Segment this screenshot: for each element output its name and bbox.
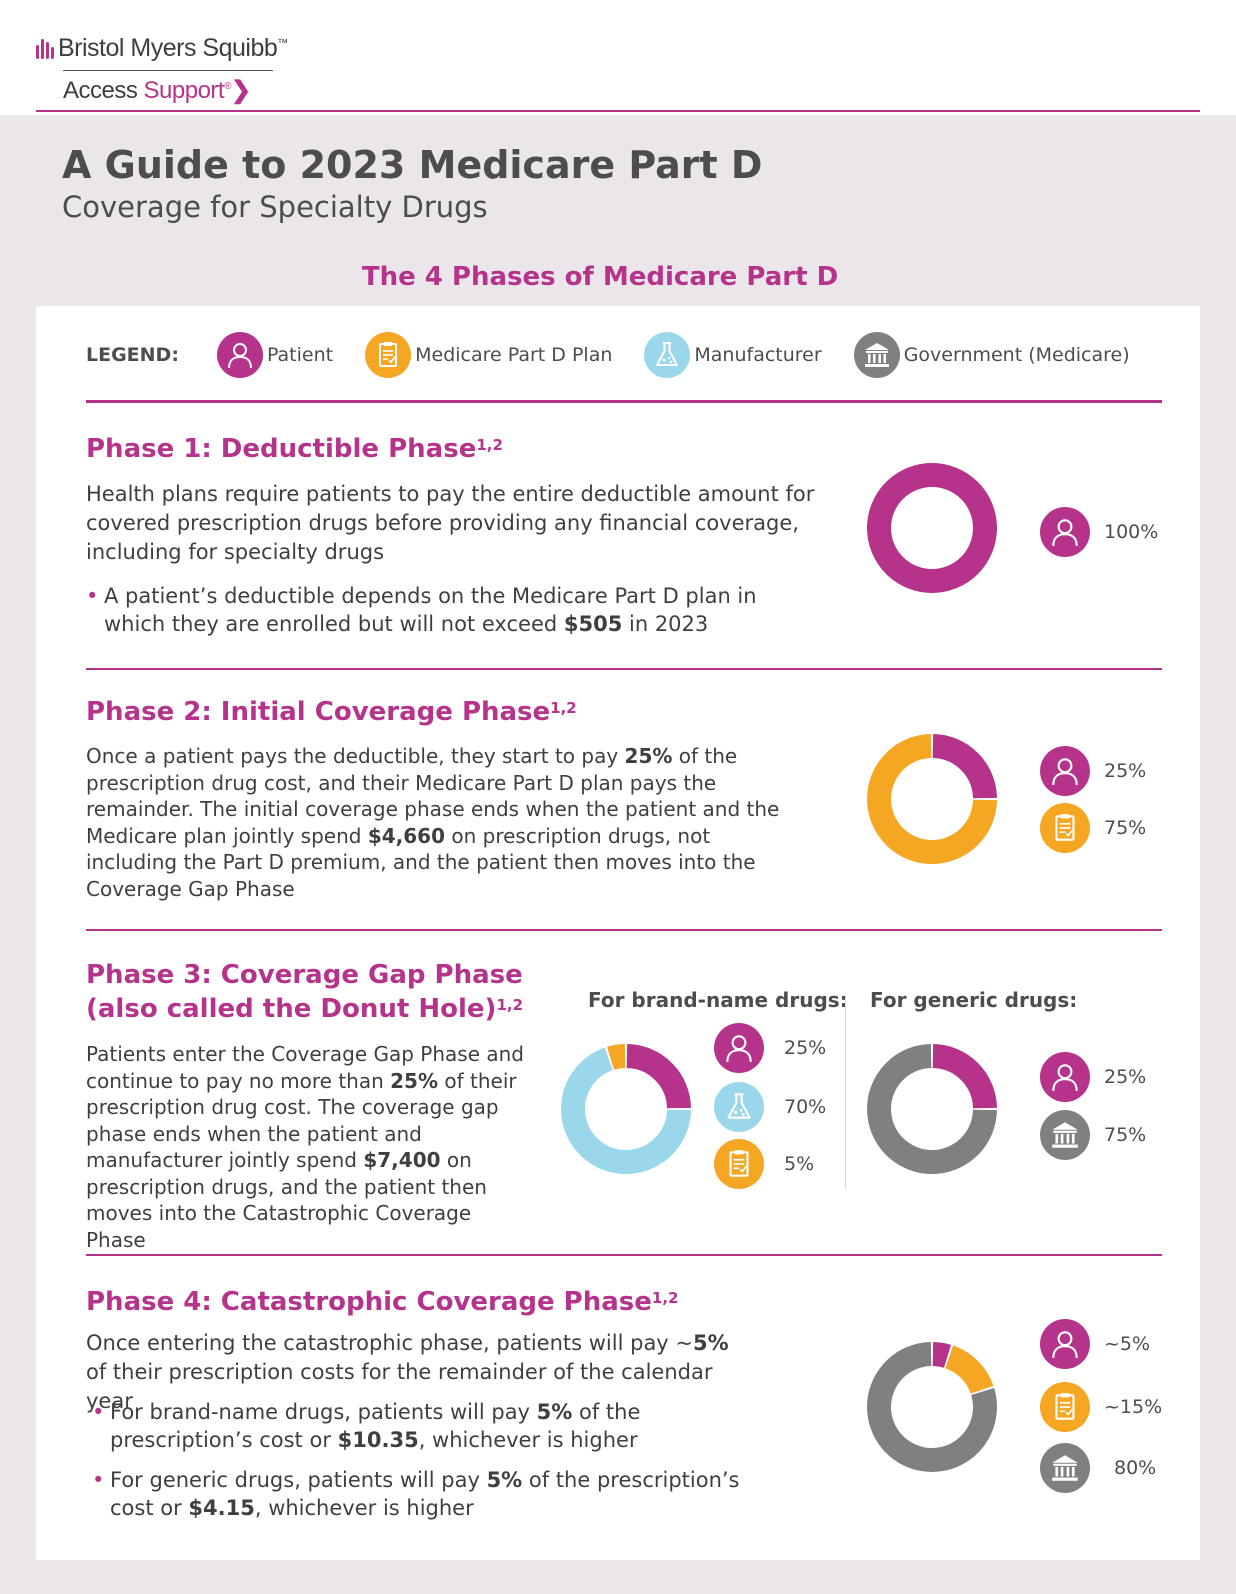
legend-item-label: Medicare Part D Plan [415, 344, 613, 366]
share-label: 80% [1114, 1457, 1157, 1479]
phase-3-brand-donut-chart [561, 1044, 691, 1174]
donut-slice-plan [607, 1044, 626, 1070]
phase-2-body: Once a patient pays the deductible, they… [86, 744, 780, 901]
share-label: 25% [784, 1037, 827, 1059]
plan-document-icon [1040, 1382, 1090, 1432]
phase-1-bullet: • A patient’s deductible depends on the M… [86, 584, 757, 636]
government-building-icon [1040, 1443, 1090, 1493]
legend-item-label: Government (Medicare) [903, 344, 1130, 366]
phase-1-title: Phase 1: Deductible Phase1,2 [86, 434, 503, 464]
legend-item-label: Patient [266, 344, 334, 366]
share-label: 25% [1104, 760, 1147, 782]
page-title: A Guide to 2023 Medicare Part D [62, 143, 763, 187]
phase-4-body: Once entering the catastrophic phase, pa… [86, 1331, 729, 1413]
brand-name: Bristol Myers Squibb™ [58, 34, 288, 62]
section-divider [86, 668, 1162, 670]
phase-4-bullet-brand: • For brand-name drugs, patients will pay… [92, 1400, 641, 1452]
flask-icon [644, 332, 691, 378]
brand-logo: Bristol Myers Squibb™ [36, 34, 288, 63]
legend-item-manufacturer: Manufacturer [644, 332, 822, 378]
patient-icon [1040, 1052, 1090, 1102]
donut-slice-government [867, 1342, 997, 1472]
share-label: 70% [784, 1096, 827, 1118]
patient-icon [216, 332, 263, 378]
plan-document-icon [714, 1139, 764, 1189]
section-title: The 4 Phases of Medicare Part D [361, 262, 839, 292]
phase-4-title: Phase 4: Catastrophic Coverage Phase1,2 [86, 1287, 679, 1317]
donut-slice-patient [932, 1044, 997, 1109]
legend-label: LEGEND: [86, 344, 179, 366]
phase-3-generic-donut-chart [867, 1044, 997, 1174]
phase-2-share-patient: 25% [1040, 746, 1146, 796]
phase-4-share-plan: ~15% [1040, 1382, 1162, 1432]
column-divider [845, 995, 846, 1190]
phase-3-brand-share-manufacturer: 70% [714, 1082, 826, 1132]
phase-1-donut-chart [867, 463, 997, 593]
phase-2-share-plan: 75% [1040, 803, 1146, 853]
donut-slice-patient [932, 1342, 951, 1368]
phase-4-share-patient: ~5% [1040, 1319, 1150, 1369]
legend-item-plan: Medicare Part D Plan [365, 332, 612, 378]
phase-1-body: Health plans require patients to pay the… [86, 482, 815, 564]
share-label: ~5% [1104, 1333, 1151, 1355]
header-divider [36, 110, 1200, 112]
chevron-right-icon: ❯ [230, 77, 251, 104]
patient-icon [1040, 746, 1090, 796]
patient-icon [1040, 507, 1090, 557]
phase-4-bullet-generic: • For generic drugs, patients will pay 5%… [92, 1468, 740, 1520]
plan-document-icon [1040, 803, 1090, 853]
share-label: ~15% [1104, 1396, 1163, 1418]
legend: LEGEND: Patient Medicare Part D Plan Man… [86, 330, 1162, 380]
section-divider [86, 400, 1162, 403]
legend-item-government: Government (Medicare) [853, 332, 1130, 378]
phase-4-share-government: 80% [1040, 1443, 1156, 1493]
donut-slice-patient [867, 463, 997, 593]
access-support-logo: Access Support®❯ [63, 77, 251, 104]
flask-icon [714, 1082, 764, 1132]
donut-slice-plan [867, 734, 997, 864]
share-label: 5% [784, 1153, 815, 1175]
donut-slice-manufacturer [561, 1047, 691, 1174]
donut-slice-patient [626, 1044, 691, 1109]
patient-icon [714, 1023, 764, 1073]
phase-3-generic-share-government: 75% [1040, 1110, 1146, 1160]
page-header: Bristol Myers Squibb™ Access Support®❯ [0, 0, 1236, 115]
donut-slice-government [867, 1044, 997, 1174]
phase-3-title: Phase 3: Coverage Gap Phase (also called … [86, 960, 524, 1024]
brand-name-drugs-heading: For brand-name drugs: [588, 988, 848, 1012]
generic-drugs-heading: For generic drugs: [870, 988, 1078, 1012]
plan-document-icon [365, 332, 412, 378]
phases-card [36, 306, 1200, 1560]
legend-item-patient: Patient [216, 332, 334, 378]
share-label: 75% [1104, 817, 1147, 839]
brand-logo-mark-icon [36, 38, 54, 59]
section-divider [86, 1254, 1162, 1256]
patient-icon [1040, 1319, 1090, 1369]
donut-slice-plan [944, 1345, 994, 1395]
legend-item-label: Manufacturer [694, 344, 822, 366]
share-label: 75% [1104, 1124, 1147, 1146]
phase-1-share-patient: 100% [1040, 507, 1158, 557]
phase-3-brand-share-patient: 25% [714, 1023, 826, 1073]
government-building-icon [1040, 1110, 1090, 1160]
section-divider [86, 929, 1162, 931]
phase-3-brand-share-plan: 5% [714, 1139, 814, 1189]
share-label: 25% [1104, 1066, 1147, 1088]
share-label: 100% [1104, 521, 1159, 543]
phase-4-donut-chart [867, 1342, 997, 1472]
donut-slice-patient [932, 734, 997, 799]
page-subtitle: Coverage for Specialty Drugs [62, 190, 488, 224]
phase-3-body: Patients enter the Coverage Gap Phase an… [86, 1042, 524, 1252]
government-building-icon [853, 332, 900, 378]
phase-3-generic-share-patient: 25% [1040, 1052, 1146, 1102]
phase-2-title: Phase 2: Initial Coverage Phase1,2 [86, 697, 577, 727]
brand-divider [63, 70, 273, 71]
phase-2-donut-chart [867, 734, 997, 864]
